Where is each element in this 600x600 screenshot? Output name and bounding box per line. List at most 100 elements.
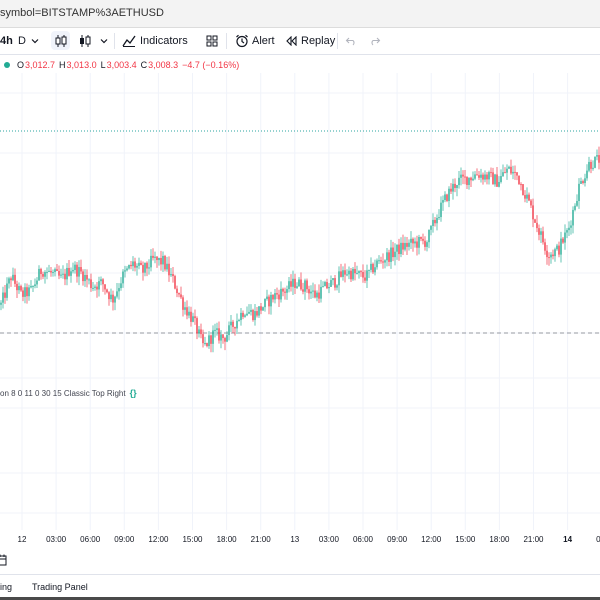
candle-body <box>544 242 546 251</box>
time-axis-tick: 15:00 <box>455 535 476 544</box>
candle-body <box>258 306 260 316</box>
candle-body <box>120 283 122 289</box>
undo-icon[interactable] <box>345 28 357 54</box>
time-axis-tick: 12:00 <box>421 535 442 544</box>
candle-body <box>30 286 32 288</box>
candle-body <box>36 280 38 285</box>
toolbar-divider <box>337 33 338 49</box>
chart-style-button[interactable]: D <box>18 35 26 47</box>
candle-body <box>34 284 36 287</box>
candle-body <box>182 297 184 310</box>
candle-body <box>364 277 366 281</box>
time-axis[interactable]: 12 03:00 06:00 09:00 12:00 15:00 18:00 21:00 13 0… <box>0 531 600 549</box>
replay-button[interactable]: Replay <box>301 35 336 47</box>
candle-body <box>146 262 148 269</box>
candle-body <box>572 209 574 226</box>
candle-body <box>416 241 418 248</box>
candle-body <box>224 338 226 342</box>
alert-button[interactable]: Alert <box>252 35 275 47</box>
chevron-down-icon[interactable] <box>100 28 108 54</box>
candle-body <box>400 242 402 255</box>
candle-body <box>18 286 20 291</box>
candle-body <box>240 312 242 321</box>
indicators-button[interactable]: Indicators <box>140 35 188 47</box>
url-text[interactable]: symbol=BITSTAMP%3AETHUSD <box>0 7 164 19</box>
candle-body <box>398 244 400 255</box>
candle-body <box>124 270 126 272</box>
candle-body <box>590 161 592 169</box>
candle-body <box>208 335 210 347</box>
tab-partial[interactable]: ing <box>0 582 13 592</box>
candle-body <box>380 260 382 262</box>
candle-body <box>548 257 550 259</box>
candle-body <box>62 273 64 275</box>
candle-body <box>226 335 228 342</box>
tab-trading-panel[interactable]: Trading Panel <box>32 582 88 592</box>
candle-body <box>172 274 174 277</box>
candle-body <box>160 257 162 265</box>
candle-body <box>116 291 118 297</box>
indicators-icon[interactable] <box>122 28 136 54</box>
candle-body <box>104 284 106 290</box>
candle-body <box>4 292 6 298</box>
candle-body <box>350 270 352 280</box>
candle-body <box>412 238 414 244</box>
candle-body <box>128 264 130 269</box>
candle-body <box>526 194 528 199</box>
candle-body <box>248 311 250 314</box>
alert-clock-icon[interactable] <box>235 28 249 54</box>
candle-body <box>530 200 532 206</box>
candle-body <box>230 321 232 326</box>
candle-body <box>42 274 44 277</box>
candle-body <box>514 171 516 173</box>
candle-body <box>158 257 160 261</box>
indicator-legend: on 8 0 11 0 30 15 Classic Top Right {} <box>0 388 137 398</box>
candle-body <box>246 313 248 316</box>
candle-body <box>204 343 206 345</box>
chart-toolbar: 4h D Indicators Alert Replay <box>0 28 600 55</box>
replay-icon[interactable] <box>285 28 297 54</box>
candle-body <box>564 232 566 243</box>
candle-body <box>584 178 586 184</box>
candle-body <box>366 270 368 281</box>
candles-style-icon[interactable] <box>79 28 91 54</box>
candle-body <box>102 279 104 285</box>
candle-body <box>54 269 56 272</box>
candle-body <box>358 271 360 273</box>
open-label: O <box>17 60 25 70</box>
time-axis-tick: 18:00 <box>216 535 237 544</box>
candle-body <box>26 287 28 297</box>
candle-body <box>242 312 244 317</box>
browser-url-bar[interactable]: symbol=BITSTAMP%3AETHUSD <box>0 0 600 28</box>
candle-body <box>498 181 500 187</box>
candle-body <box>394 251 396 258</box>
candle-body <box>472 178 474 181</box>
candle-body <box>578 183 580 202</box>
high-value: 3,013.0 <box>66 60 97 70</box>
templates-grid-icon[interactable] <box>206 28 218 54</box>
candle-body <box>200 329 202 335</box>
candle-body <box>268 296 270 307</box>
chevron-down-icon[interactable] <box>31 28 39 54</box>
candle-body <box>100 279 102 282</box>
candle-body <box>432 219 434 226</box>
candle-body <box>186 307 188 316</box>
candle-body <box>426 242 428 247</box>
candles-icon[interactable] <box>55 28 67 54</box>
candle-body <box>310 291 312 294</box>
close-label: C <box>140 60 148 70</box>
ohlc-legend: O 3,012.7 H 3,013.0 L 3,003.4 C 3,008.3 −4.7… <box>0 58 243 72</box>
candle-body <box>594 156 596 168</box>
candle-body <box>196 318 198 334</box>
code-brackets-icon[interactable]: {} <box>129 388 137 398</box>
candle-body <box>328 286 330 289</box>
candle-body <box>598 155 600 163</box>
interval-button[interactable]: 4h <box>0 35 13 47</box>
candle-body <box>540 231 542 235</box>
candle-body <box>220 334 222 341</box>
calendar-icon[interactable] <box>0 553 7 571</box>
price-chart[interactable] <box>0 73 600 530</box>
candle-body <box>256 311 258 316</box>
redo-icon[interactable] <box>369 28 381 54</box>
candle-body <box>252 309 254 321</box>
